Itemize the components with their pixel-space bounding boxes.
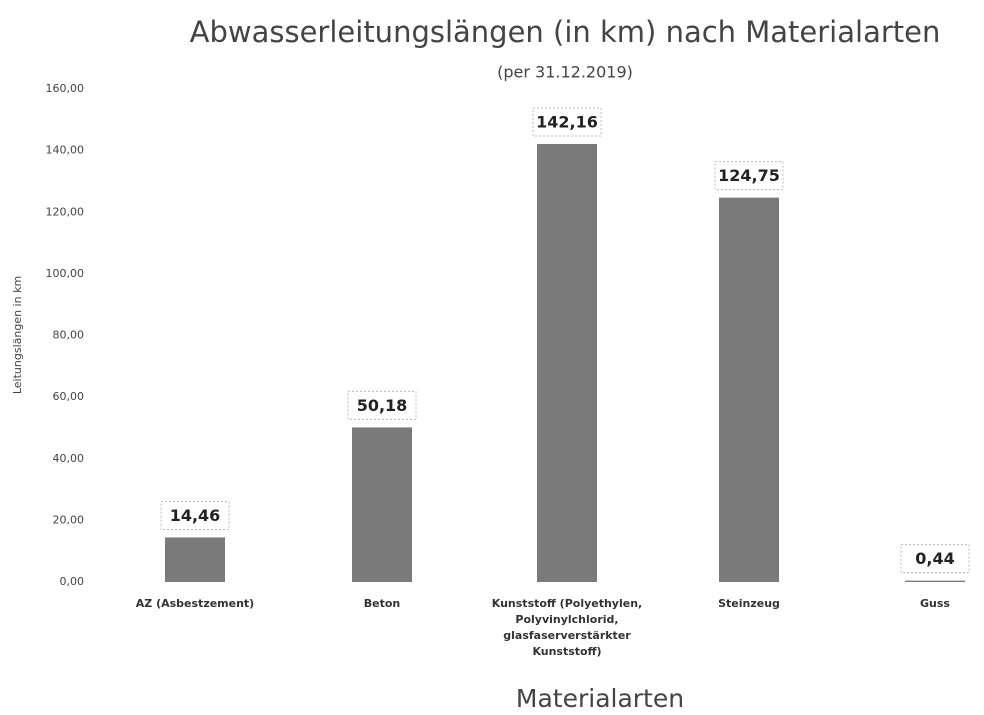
y-tick-label: 120,00 xyxy=(46,205,85,218)
bar xyxy=(352,427,412,582)
chart-subtitle: (per 31.12.2019) xyxy=(497,63,633,82)
x-tick-label: AZ (Asbestzement) xyxy=(135,597,255,610)
bar xyxy=(905,580,965,582)
x-axis-label: Materialarten xyxy=(516,684,684,713)
bar xyxy=(537,143,597,583)
x-tick-label: Guss xyxy=(920,597,950,610)
bar xyxy=(719,197,779,582)
chart-title: Abwasserleitungslängen (in km) nach Mate… xyxy=(190,15,941,49)
data-label-box xyxy=(900,544,970,574)
data-label: 0,44 xyxy=(915,549,954,568)
data-label-box xyxy=(714,161,784,191)
data-label-box xyxy=(160,500,230,530)
data-label-box xyxy=(347,390,417,420)
data-label-box xyxy=(532,107,602,137)
y-tick-label: 0,00 xyxy=(60,575,85,588)
y-axis-label: Leitungslängen in km xyxy=(11,276,24,394)
y-tick-label: 160,00 xyxy=(46,82,85,95)
y-tick-label: 40,00 xyxy=(53,452,85,465)
x-tick-label: Beton xyxy=(363,597,401,610)
y-tick-label: 80,00 xyxy=(53,329,85,342)
x-tick-label: Kunststoff (Polyethylen, Polyvinylchlori… xyxy=(491,597,643,658)
y-tick-label: 100,00 xyxy=(46,267,85,280)
data-label: 124,75 xyxy=(718,166,780,185)
bar xyxy=(165,537,225,582)
y-tick-label: 60,00 xyxy=(53,390,85,403)
data-label: 14,46 xyxy=(170,506,221,525)
x-tick-label: Steinzeug xyxy=(718,597,780,610)
y-tick-label: 140,00 xyxy=(46,144,85,157)
data-label: 50,18 xyxy=(357,396,408,415)
y-tick-label: 20,00 xyxy=(53,513,85,526)
data-label: 142,16 xyxy=(536,112,598,131)
